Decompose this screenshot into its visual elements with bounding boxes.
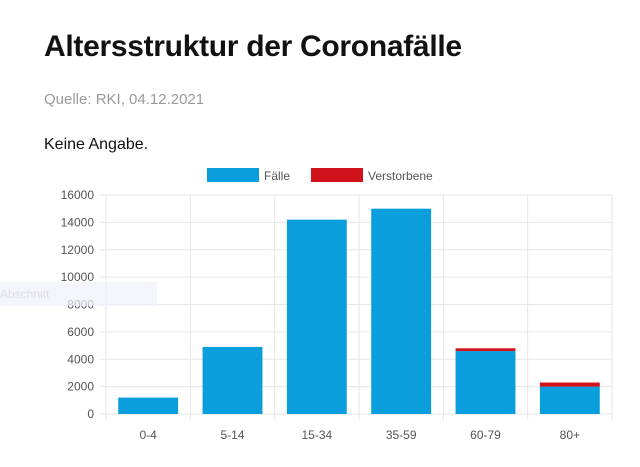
bar-cases [371,208,432,414]
legend-label: Fälle [264,169,290,183]
source-line: Quelle: RKI, 04.12.2021 [44,91,205,108]
legend-swatch [207,168,259,182]
y-tick-label: 12000 [61,243,95,257]
y-tick-label: 14000 [61,215,95,229]
x-tick-label: 80+ [560,428,580,442]
legend-label: Verstorbene [368,169,433,183]
note-text: Keine Angabe. [44,136,149,153]
bar-deaths [455,348,516,352]
bar-deaths [539,382,600,387]
bar-cases [539,386,600,414]
y-tick-label: 4000 [67,352,94,366]
x-tick-label: 35-59 [386,428,417,442]
bar-cases [118,397,179,414]
bar-cases [455,351,516,414]
x-tick-label: 0-4 [139,428,157,442]
page-title: Altersstruktur der Coronafälle [44,30,462,63]
y-tick-label: 2000 [67,380,94,394]
x-tick-label: 15-34 [301,428,332,442]
y-tick-label: 6000 [67,325,94,339]
x-tick-label: 5-14 [220,428,244,442]
y-tick-label: 0 [87,407,94,421]
legend-swatch [311,168,363,182]
y-tick-label: 10000 [61,270,95,284]
bar-cases [202,346,263,414]
y-tick-label: 16000 [61,188,95,202]
x-tick-label: 60-79 [470,428,501,442]
faded-overlay-tab: Abschnitt [0,282,157,306]
bar-cases [286,219,347,414]
faded-overlay-text: Abschnitt [0,287,50,301]
